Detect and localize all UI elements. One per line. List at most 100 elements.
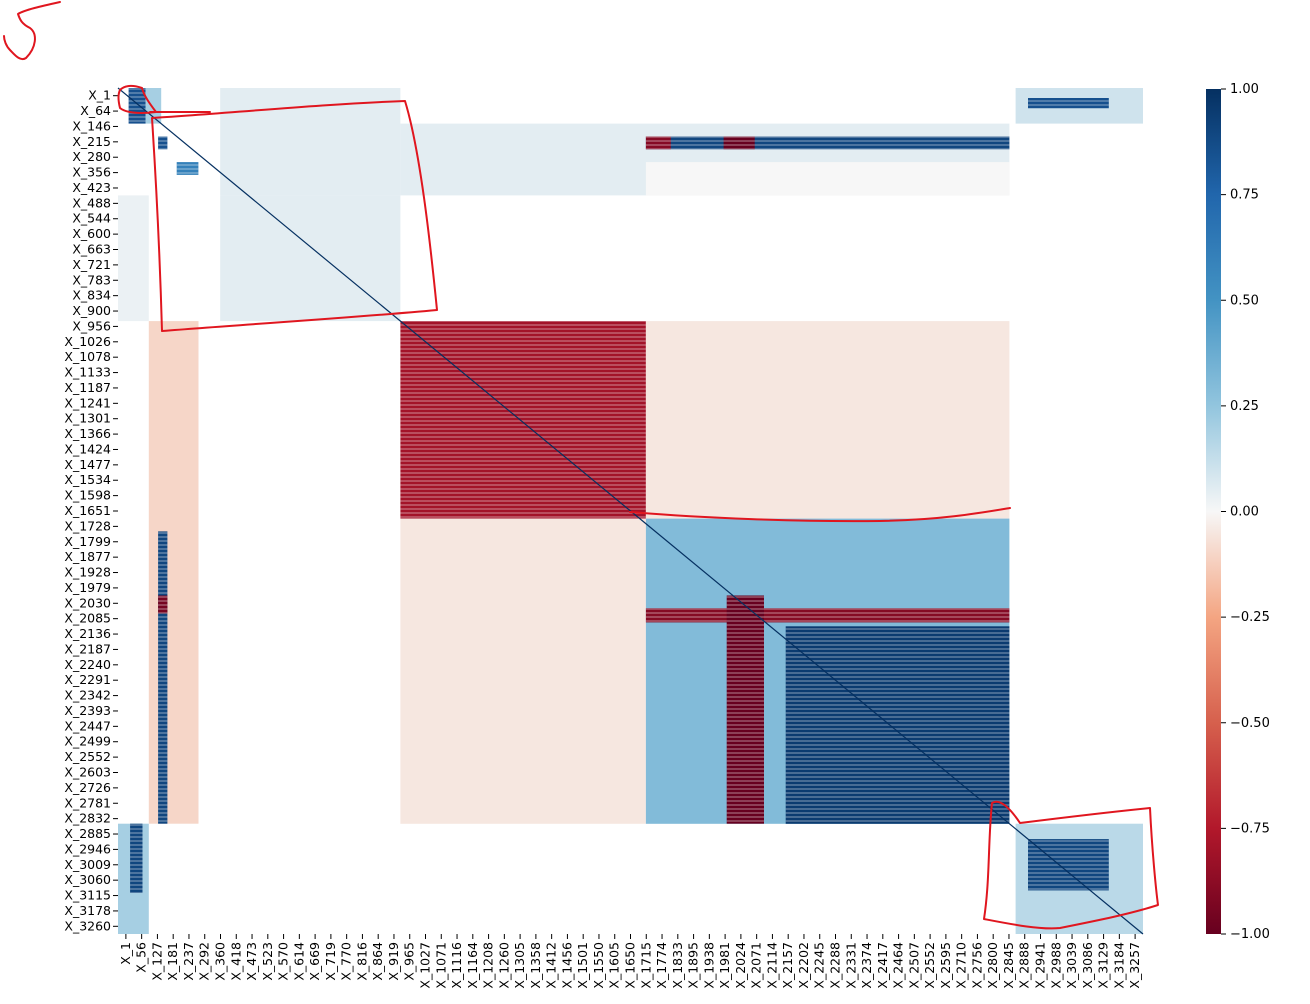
y-tick-label: X_783 (72, 272, 111, 287)
y-tick-label: X_1424 (64, 441, 111, 456)
colorbar-tick-label: −1.00 (1230, 927, 1270, 942)
x-tick-label: X_965 (402, 942, 417, 981)
x-tick-label: X_2331 (843, 942, 858, 989)
heatmap-block-texture-10 (176, 162, 199, 175)
x-tick-label: X_1650 (623, 942, 638, 989)
x-tick-label: X_1456 (559, 942, 574, 989)
x-tick-label: X_3086 (1080, 942, 1095, 989)
x-tick-label: X_3184 (1111, 942, 1126, 989)
y-tick-label: X_834 (72, 288, 111, 303)
x-tick-label: X_2024 (733, 942, 748, 989)
colorbar: 1.00 0.75 0.50 0.25 0.00 −0.25 −0.50 −0.75 −1.00 (1206, 82, 1270, 942)
x-tick-label: X_2507 (906, 942, 921, 989)
y-tick-label: X_2447 (64, 718, 111, 733)
heatmap-block-texture-23 (158, 595, 168, 614)
colorbar-tick-label: −0.25 (1230, 610, 1270, 625)
x-tick-label: X_2417 (875, 942, 890, 989)
x-tick-label: X_1305 (512, 942, 527, 989)
y-tick-label: X_1928 (64, 565, 111, 580)
x-tick-label: X_237 (181, 942, 196, 981)
x-tick-label: X_1027 (418, 942, 433, 989)
heatmap-block-texture-6 (645, 136, 1010, 150)
x-tick-label: X_1550 (591, 942, 606, 989)
hand-drawn-annotations (3, 1, 1159, 930)
x-tick-label: X_2114 (764, 942, 779, 989)
colorbar-tick-label: 0.00 (1230, 505, 1259, 520)
x-tick-label: X_2756 (969, 942, 984, 989)
x-tick-label: X_1501 (575, 942, 590, 989)
x-tick-label: X_2988 (1048, 942, 1063, 989)
x-tick-label: X_2595 (938, 942, 953, 989)
y-tick-label: X_2946 (64, 841, 111, 856)
x-tick-label: X_2552 (922, 942, 937, 989)
x-tick-label: X_3039 (1064, 942, 1079, 989)
annotation-underline-middle (629, 507, 1011, 523)
colorbar-tick-label: 0.25 (1230, 399, 1259, 414)
heatmap-block-texture-19 (645, 608, 1010, 623)
y-tick-label: X_600 (72, 226, 111, 241)
x-tick-label: X_127 (149, 942, 164, 981)
y-tick-label: X_64 (80, 103, 111, 118)
y-tick-label: X_1026 (64, 334, 111, 349)
x-tick-label: X_2464 (891, 942, 906, 989)
x-tick-label: X_2941 (1033, 942, 1048, 989)
y-tick-label: X_3260 (64, 918, 111, 933)
y-tick-label: X_146 (72, 118, 111, 133)
x-tick-label: X_2202 (796, 942, 811, 989)
y-tick-label: X_1301 (64, 411, 111, 426)
x-tick-label: X_3129 (1096, 942, 1111, 989)
y-tick-label: X_2030 (64, 595, 111, 610)
y-tick-label: X_2085 (64, 611, 111, 626)
y-tick-label: X_1799 (64, 534, 111, 549)
y-tick-label: X_3060 (64, 872, 111, 887)
y-tick-label: X_356 (72, 165, 111, 180)
colorbar-tick-label: 0.75 (1230, 188, 1259, 203)
x-tick-label: X_816 (354, 942, 369, 981)
x-tick-label: X_1358 (528, 942, 543, 989)
colorbar-tick-label: −0.50 (1230, 716, 1270, 731)
heatmap-block-texture-4 (1028, 98, 1109, 109)
heatmap-block-2 (220, 88, 401, 196)
y-tick-label: X_423 (72, 180, 111, 195)
y-tick-label: X_1133 (64, 365, 111, 380)
heatmap-block-texture-8 (723, 136, 755, 150)
x-tick-label: X_2288 (828, 942, 843, 989)
heatmap-block-texture-22 (158, 531, 168, 824)
x-tick-label: X_570 (276, 942, 291, 981)
y-tick-label: X_1979 (64, 580, 111, 595)
y-tick-label: X_2240 (64, 657, 111, 672)
x-tick-label: X_1895 (686, 942, 701, 989)
y-tick-label: X_2187 (64, 641, 111, 656)
x-tick-label: X_2710 (954, 942, 969, 989)
y-tick-label: X_956 (72, 318, 111, 333)
y-tick-label: X_544 (72, 211, 111, 226)
y-tick-label: X_1477 (64, 457, 111, 472)
heatmap-block-12 (220, 195, 401, 322)
heatmap-block-11 (645, 162, 1010, 196)
heatmap-block-texture-25 (130, 823, 143, 893)
y-tick-label: X_2552 (64, 749, 111, 764)
heatmap-block-texture-9 (158, 136, 168, 150)
heatmap-block-texture-21 (726, 595, 764, 824)
x-tick-label: X_1208 (481, 942, 496, 989)
x-tick-label: X_1116 (449, 942, 464, 989)
y-tick-label: X_3178 (64, 903, 111, 918)
x-tick-label: X_614 (291, 942, 306, 981)
heatmap-diagonal (117, 87, 1144, 935)
x-tick-label: X_1164 (465, 942, 480, 989)
x-tick-label: X_770 (339, 942, 354, 981)
x-tick-label: X_669 (307, 942, 322, 981)
colorbar-gradient (1206, 89, 1221, 934)
heatmap-block-texture-27 (1028, 839, 1109, 891)
x-tick-label: X_523 (260, 942, 275, 981)
x-tick-label: X_1 (118, 942, 133, 965)
x-tick-label: X_292 (197, 942, 212, 981)
x-tick-label: X_1774 (654, 942, 669, 989)
x-tick-label: X_2845 (1001, 942, 1016, 989)
y-tick-label: X_3115 (64, 888, 111, 903)
y-tick-label: X_3009 (64, 857, 111, 872)
y-tick-label: X_1366 (64, 426, 111, 441)
heatmap-block-17 (400, 518, 646, 824)
x-tick-label: X_719 (323, 942, 338, 981)
